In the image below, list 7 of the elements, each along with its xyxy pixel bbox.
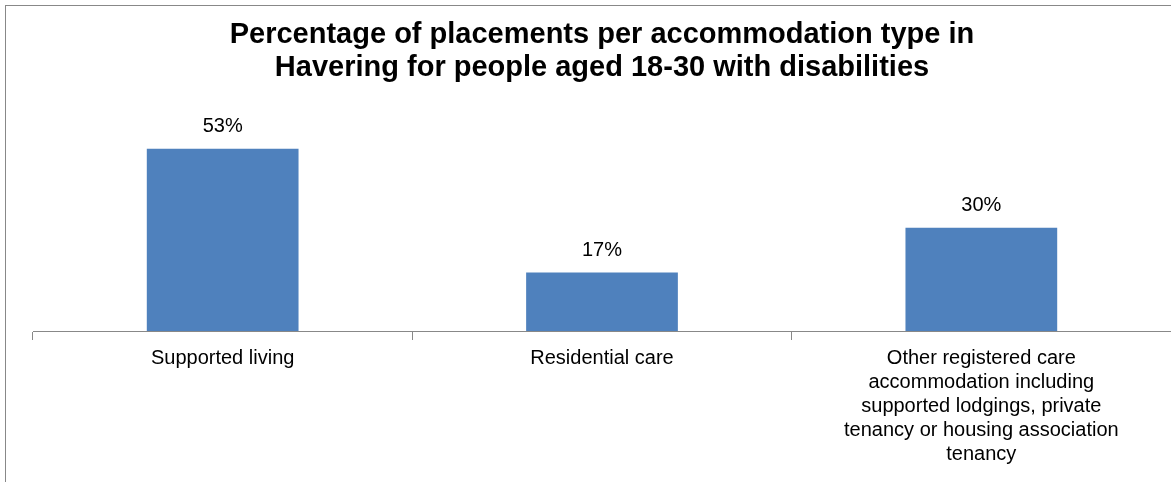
x-tick-label: Supported living	[150, 345, 295, 368]
chart-title: Percentage of placements per accommodation type in Havering for people aged 18-30 with disabilities	[229, 16, 975, 83]
data-label: 17%	[581, 238, 623, 261]
data-label: 53%	[202, 114, 243, 137]
x-tick-label: Other registered care accommodation including supported lodgings, private tenancy or housing association tenancy	[844, 345, 1119, 464]
x-tick-label: Residential care	[530, 345, 674, 368]
data-label: 30%	[961, 193, 1002, 216]
